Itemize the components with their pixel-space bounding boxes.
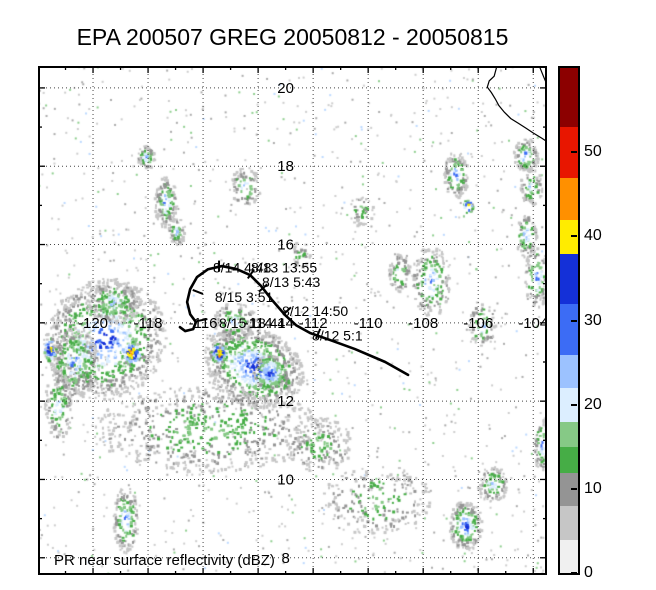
colorbar-tick-label: 40 (584, 227, 602, 245)
overpass-label: 8/15 3:51 (215, 289, 274, 305)
overpass-marker (314, 328, 322, 340)
overpass-marker (282, 306, 292, 316)
lon-tick-label: -108 (408, 315, 438, 332)
overpass-label: 8/13 5:43 (262, 274, 321, 290)
overpass-marker (192, 288, 204, 295)
colorbar-tick-label: 0 (584, 564, 593, 581)
lon-tick-label: -120 (78, 315, 108, 332)
lon-tick-label: -116 (189, 315, 218, 332)
storm-track (178, 264, 410, 377)
plot-overlay: -120 -118 -116 -114 -112 -110 -108 -106 -104 8 10 1… (38, 66, 547, 575)
colorbar-segment (560, 539, 578, 574)
lon-tick-label: -112 (299, 315, 328, 332)
colorbar-tick (571, 151, 577, 154)
colorbar-tick (571, 487, 577, 490)
colorbar-tick-label: 10 (584, 479, 602, 497)
colorbar-segment (560, 446, 578, 473)
plot-frame (38, 66, 547, 575)
plot-area: -120 -118 -116 -114 -112 -110 -108 -106 -104 8 10 1… (38, 66, 547, 575)
colorbar-segment (560, 219, 578, 254)
colorbar-tick (571, 319, 577, 322)
overpass-label: 8/14 4:48 (213, 260, 272, 276)
lat-tick-label: 8 (281, 550, 289, 567)
colorbar-segment (560, 68, 578, 128)
plot-caption: PR near surface reflectivity (dBZ) (54, 552, 275, 569)
figure-title: EPA 200507 GREG 20050812 - 20050815 (76, 24, 509, 50)
colorbar-segment (560, 354, 578, 389)
lon-tick-label: -104 (518, 315, 547, 332)
overpass-label: 8/13 13:55 (251, 260, 317, 276)
colorbar-segment (560, 387, 578, 422)
lat-tick-label: 16 (277, 237, 294, 254)
colorbar-tick (571, 403, 577, 406)
lon-tick-label: -106 (463, 315, 493, 332)
colorbar-segment (560, 505, 578, 540)
colorbar-tick-label: 30 (584, 311, 602, 329)
colorbar-tick-label: 20 (584, 395, 602, 413)
lat-tick-label: 10 (277, 471, 294, 488)
colorbar-segment (560, 177, 578, 220)
colorbar-tick (571, 572, 577, 574)
colorbar-segment (560, 421, 578, 448)
colorbar-segment (560, 303, 578, 355)
lat-tick-label: 18 (277, 158, 294, 175)
lon-tick-label: -110 (354, 315, 383, 332)
colorbar (558, 66, 580, 575)
overpass-marker (246, 268, 255, 279)
lat-tick-label: 20 (277, 80, 294, 97)
lat-tick-label: 12 (277, 393, 294, 410)
overpass-label: 8/12 5:1 (312, 327, 363, 343)
coastline (486, 66, 547, 143)
colorbar-segment (560, 126, 578, 178)
overpass-label: 8/12 14:50 (282, 303, 348, 319)
lon-tick-label: -118 (134, 315, 163, 332)
colorbar-tick-label: 50 (584, 143, 602, 161)
lon-tick-label: -114 (244, 315, 273, 332)
colorbar-tick (571, 235, 577, 238)
overpass-marker (196, 318, 208, 323)
overpass-marker (258, 283, 268, 293)
colorbar-segment (560, 253, 578, 305)
overpass-label: 8/15 18:44 (219, 315, 285, 331)
colorbar-segment (560, 472, 578, 507)
